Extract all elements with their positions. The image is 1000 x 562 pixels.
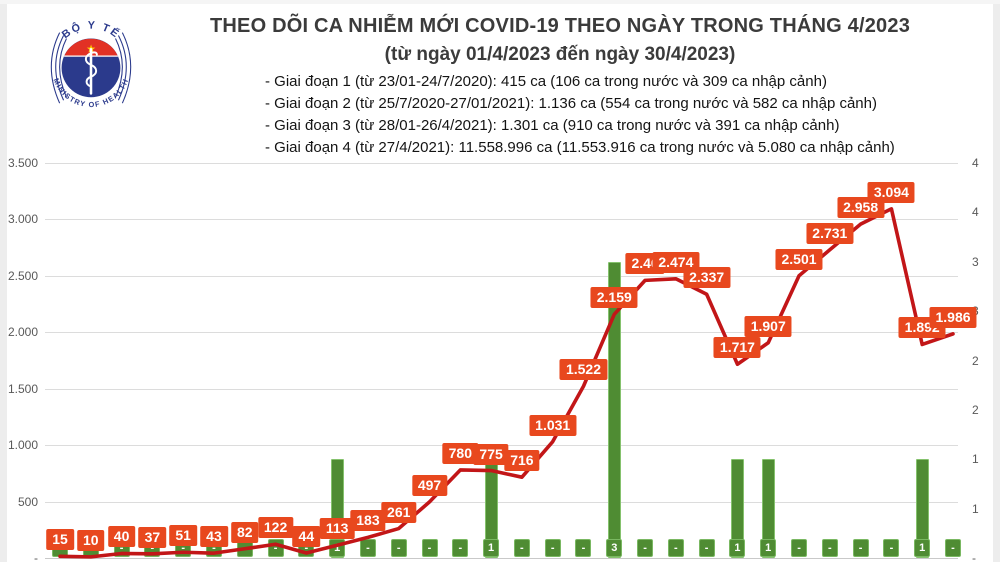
phase-summary-line: - Giai đoạn 1 (từ 23/01-24/7/2020): 415 … — [265, 73, 827, 90]
deaths-label: 1 — [729, 539, 746, 557]
y-axis-right-tick: 4 — [972, 156, 979, 170]
y-axis-right-tick: 2 — [972, 402, 979, 417]
deaths-label: - — [359, 539, 376, 557]
deaths-label: - — [945, 539, 961, 557]
y-axis-right-tick: 4 — [972, 205, 979, 220]
page-subtitle: (từ ngày 01/4/2023 đến ngày 30/4/2023) — [384, 44, 736, 65]
new-cases-label: 122 — [257, 517, 294, 539]
page-title: THEO DÕI CA NHIỄM MỚI COVID-19 THEO NGÀY… — [209, 15, 911, 37]
y-axis-left-tick: - — [34, 551, 38, 562]
new-cases-label: 37 — [138, 526, 167, 548]
deaths-label: - — [575, 539, 592, 557]
new-cases-label: 261 — [381, 501, 417, 523]
new-cases-label: 40 — [107, 526, 136, 548]
gridline — [45, 558, 958, 559]
ministry-of-health-logo: BỘ Y TẾ MINISTRY OF HEALTH ★ — [50, 20, 132, 109]
deaths-label: - — [821, 539, 838, 557]
new-cases-label: 780 — [442, 442, 478, 464]
y-axis-right-tick: 1 — [972, 501, 979, 516]
new-cases-label: 10 — [76, 529, 105, 551]
page-edge-top — [0, 0, 1000, 4]
deaths-label: - — [421, 539, 438, 557]
y-axis-left-tick: 2.000 — [7, 325, 38, 340]
gridline — [45, 219, 958, 221]
new-cases-label: 1.522 — [559, 359, 607, 381]
deaths-label: - — [698, 539, 715, 557]
y-axis-left-tick: 3.000 — [7, 212, 38, 227]
new-cases-label: 1.907 — [744, 315, 792, 337]
y-axis-right-tick: - — [972, 551, 976, 562]
y-axis-left-tick: 500 — [17, 494, 38, 509]
deaths-label: 1 — [329, 539, 346, 557]
y-axis-left-tick: 1.500 — [7, 381, 38, 396]
new-cases-label: 44 — [292, 526, 321, 548]
logo-rays — [50, 32, 132, 104]
new-cases-label: 716 — [504, 450, 540, 472]
deaths-label: - — [452, 539, 469, 557]
new-cases-label: 1.031 — [529, 414, 577, 436]
deaths-label: 1 — [914, 539, 931, 557]
y-axis-right-tick: 1 — [972, 452, 979, 467]
y-axis-right-tick: 2 — [972, 353, 979, 368]
y-axis-left-tick: 3.500 — [7, 156, 38, 170]
new-cases-label: 183 — [350, 510, 386, 532]
new-cases-label: 1.717 — [713, 337, 761, 359]
logo-red-segment — [64, 38, 118, 57]
gridline — [45, 501, 958, 503]
deaths-label: - — [637, 539, 654, 557]
new-cases-label: 51 — [169, 525, 197, 547]
deaths-label: 3 — [606, 539, 623, 557]
new-cases-label: 497 — [411, 474, 448, 496]
new-cases-label: 43 — [200, 526, 228, 548]
gridline — [45, 388, 958, 390]
new-cases-label: 2.159 — [590, 287, 638, 309]
gridline — [45, 275, 958, 277]
y-axis-left-tick: 2.500 — [7, 268, 38, 283]
new-cases-label: 1.986 — [929, 306, 977, 328]
page-edge-left — [0, 0, 7, 562]
deaths-label: - — [883, 539, 900, 557]
phase-summary-line: - Giai đoạn 2 (từ 25/7/2020-27/01/2021):… — [265, 95, 877, 112]
new-cases-label: 113 — [319, 518, 355, 540]
phase-summary-line: - Giai đoạn 3 (từ 28/01-26/4/2021): 1.30… — [265, 117, 840, 134]
deaths-label: - — [513, 539, 530, 557]
logo-staff-snake-icon — [84, 47, 98, 95]
deaths-label: - — [544, 539, 561, 557]
y-axis-left-tick: 1.000 — [7, 438, 38, 453]
deaths-label: - — [267, 539, 284, 557]
y-axis-right-tick: 3 — [972, 254, 979, 269]
logo-top-text: BỘ Y TẾ — [60, 20, 123, 42]
deaths-label: 1 — [760, 539, 777, 557]
deaths-label: - — [791, 539, 808, 557]
page-edge-right — [993, 0, 1000, 562]
deaths-label: - — [390, 539, 407, 557]
new-cases-label: 3.094 — [867, 181, 915, 203]
gridline — [45, 332, 958, 334]
new-cases-label: 2.337 — [683, 267, 731, 289]
deaths-label: - — [852, 539, 869, 557]
deaths-label: 1 — [483, 539, 500, 557]
phase-summary-list: - Giai đoạn 1 (từ 23/01-24/7/2020): 415 … — [265, 71, 965, 159]
new-cases-label: 2.731 — [806, 222, 854, 244]
phase-summary-line: - Giai đoạn 4 (từ 27/4/2021): 11.558.996… — [265, 139, 895, 156]
gridline — [45, 163, 958, 164]
new-cases-label: 15 — [46, 529, 74, 551]
new-cases-label: 775 — [473, 443, 509, 465]
new-cases-label: 82 — [230, 521, 259, 543]
new-cases-label: 2.501 — [775, 248, 823, 270]
deaths-label: - — [667, 539, 684, 557]
